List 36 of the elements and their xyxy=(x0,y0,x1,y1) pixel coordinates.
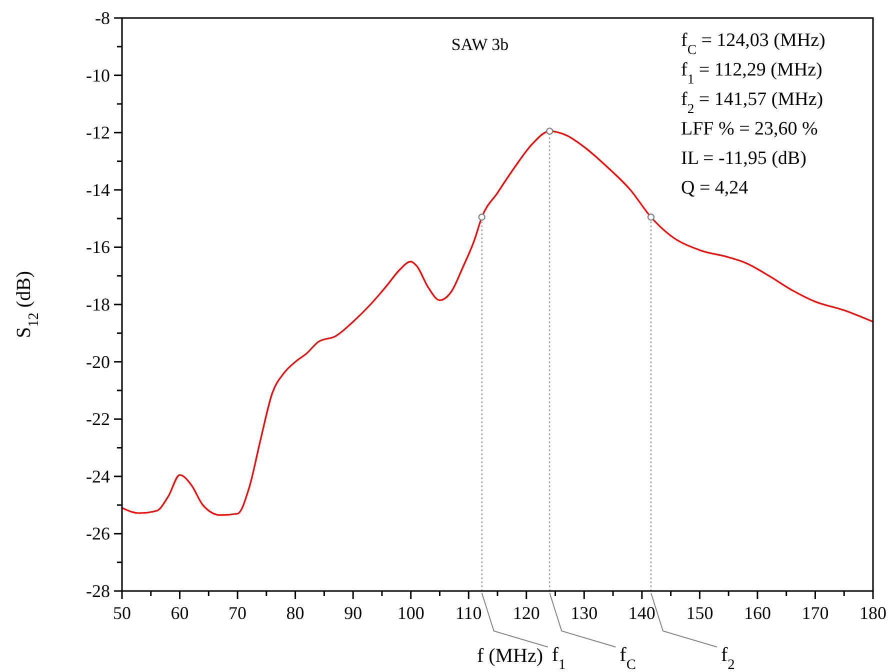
x-tick-label: 50 xyxy=(113,603,131,623)
y-tick-label: -14 xyxy=(86,180,110,200)
y-tick-label: -8 xyxy=(95,8,110,28)
annotation: f$_{2}$ = 141,57 (MHz) xyxy=(681,89,824,116)
y-tick-label: -12 xyxy=(86,122,110,143)
x-tick-label: 180 xyxy=(860,603,886,623)
x-tick-label: 110 xyxy=(455,603,482,623)
y-tick-label: -16 xyxy=(86,237,110,258)
x-tick-label: 120 xyxy=(512,603,540,623)
x-tick-label: 130 xyxy=(570,603,598,623)
ref-line-label: f$_{2}$ xyxy=(720,644,735,672)
x-tick-label: 100 xyxy=(397,603,424,623)
y-tick-label: -26 xyxy=(86,524,110,544)
annotation: f$_{1}$ = 112,29 (MHz) xyxy=(681,60,822,86)
ref-line-label: f$_{1}$ xyxy=(552,644,566,672)
annotation: Q = 4,24 xyxy=(681,178,749,198)
ref-line-label: f$_{C}$ xyxy=(620,644,636,672)
x-tick-label: 70 xyxy=(228,603,247,623)
annotation: f$_{C}$ = 124,03 (MHz) xyxy=(681,30,826,56)
y-tick-label: -20 xyxy=(86,352,110,372)
x-tick-label: 150 xyxy=(686,603,714,623)
text: SAW 3b xyxy=(451,35,509,54)
y-tick-label: -22 xyxy=(86,409,110,430)
y-tick-label: -18 xyxy=(86,294,110,314)
x-tick-label: 170 xyxy=(802,603,829,623)
x-tick-label: 160 xyxy=(744,603,771,623)
annotation: IL = -11,95 (dB) xyxy=(681,148,806,169)
annotation: LFF % = 23,60 % xyxy=(681,118,818,140)
y-tick-label: -24 xyxy=(86,466,110,486)
y-tick-label: -28 xyxy=(86,581,110,601)
x-tick-label: 140 xyxy=(628,603,656,623)
y-tick-label: -10 xyxy=(86,65,110,86)
x-tick-label: 60 xyxy=(170,603,189,623)
x-axis-title: f (MHz) xyxy=(476,645,544,667)
x-tick-label: 80 xyxy=(286,603,304,623)
x-tick-label: 90 xyxy=(344,603,362,623)
